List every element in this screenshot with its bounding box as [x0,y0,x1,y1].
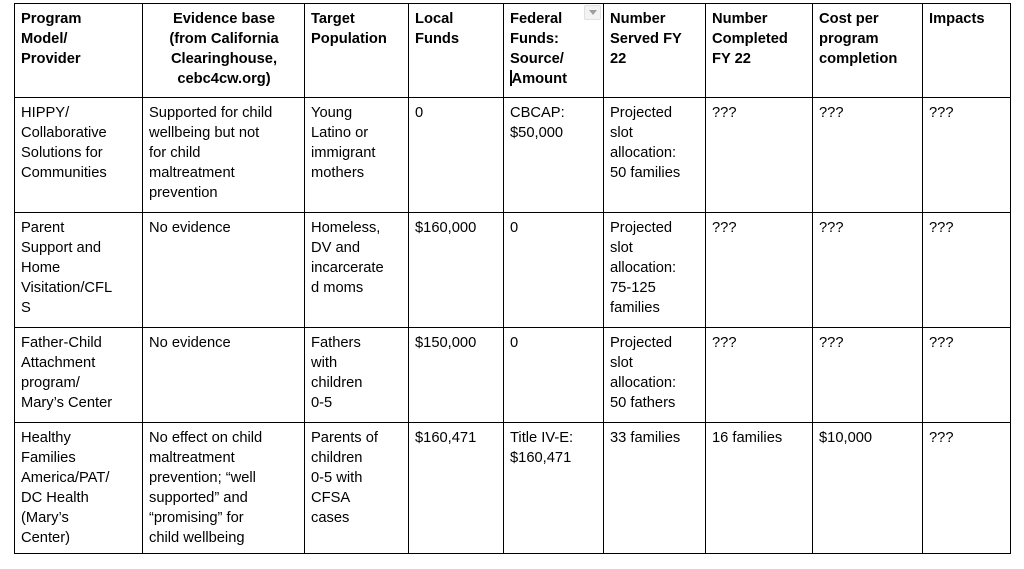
column-header-impacts[interactable]: Impacts [922,3,1011,98]
cell-evidence-base[interactable]: Supported for child wellbeing but not fo… [142,97,305,213]
text-cursor [510,70,512,86]
column-header-number-served[interactable]: Number Served FY 22 [603,3,706,98]
table-row-hippy: HIPPY/ Collaborative Solutions for Commu… [14,97,1011,213]
cell-local-funds[interactable]: $160,000 [408,212,504,328]
cell-target-population[interactable]: Homeless, DV and incarcerate d moms [304,212,409,328]
column-header-local-funds[interactable]: Local Funds [408,3,504,98]
table-row-father-child: Father-Child Attachment program/ Mary’s … [14,327,1011,423]
cell-local-funds[interactable]: $160,471 [408,422,504,554]
cell-target-population[interactable]: Parents of children 0-5 with CFSA cases [304,422,409,554]
cell-target-population[interactable]: Fathers with children 0-5 [304,327,409,423]
cell-impacts[interactable]: ??? [922,422,1011,554]
cell-number-served[interactable]: 33 families [603,422,706,554]
cell-federal-funds[interactable]: 0 [503,212,604,328]
cell-program-provider[interactable]: Healthy Families America/PAT/ DC Health … [14,422,143,554]
cell-evidence-base[interactable]: No evidence [142,212,305,328]
cell-number-served[interactable]: Projected slot allocation: 50 families [603,97,706,213]
column-header-program-model[interactable]: Program Model/ Provider [14,3,143,98]
cell-program-provider[interactable]: HIPPY/ Collaborative Solutions for Commu… [14,97,143,213]
cell-local-funds[interactable]: 0 [408,97,504,213]
cell-evidence-base[interactable]: No evidence [142,327,305,423]
cell-federal-funds[interactable]: Title IV-E: $160,471 [503,422,604,554]
cell-program-provider[interactable]: Father-Child Attachment program/ Mary’s … [14,327,143,423]
cell-number-completed[interactable]: ??? [705,327,813,423]
cell-target-population[interactable]: Young Latino or immigrant mothers [304,97,409,213]
table-row-healthy-families: Healthy Families America/PAT/ DC Health … [14,422,1011,554]
cell-cost-per-completion[interactable]: ??? [812,212,923,328]
table-row-parent-support: Parent Support and Home Visitation/CFL S… [14,212,1011,328]
column-header-number-completed[interactable]: Number Completed FY 22 [705,3,813,98]
chevron-down-icon[interactable] [584,5,601,20]
cell-impacts[interactable]: ??? [922,97,1011,213]
cell-federal-funds[interactable]: CBCAP: $50,000 [503,97,604,213]
header-text-after-cursor: Amount [511,71,567,87]
cell-program-provider[interactable]: Parent Support and Home Visitation/CFL S [14,212,143,328]
header-text-before-cursor: Federal Funds: Source/ [510,11,564,67]
cell-cost-per-completion[interactable]: ??? [812,327,923,423]
cell-number-completed[interactable]: ??? [705,97,813,213]
cell-impacts[interactable]: ??? [922,212,1011,328]
cell-local-funds[interactable]: $150,000 [408,327,504,423]
cell-number-completed[interactable]: ??? [705,212,813,328]
cell-number-served[interactable]: Projected slot allocation: 75-125 famili… [603,212,706,328]
column-header-evidence-base[interactable]: Evidence base (from California Clearingh… [142,3,305,98]
column-header-cost-per-completion[interactable]: Cost per program completion [812,3,923,98]
cell-impacts[interactable]: ??? [922,327,1011,423]
table-header-row: Program Model/ Provider Evidence base (f… [14,3,1011,98]
chevron-down-glyph [588,10,597,15]
cell-federal-funds[interactable]: 0 [503,327,604,423]
cell-number-served[interactable]: Projected slot allocation: 50 fathers [603,327,706,423]
cell-evidence-base[interactable]: No effect on child maltreatment preventi… [142,422,305,554]
cell-cost-per-completion[interactable]: $10,000 [812,422,923,554]
cell-cost-per-completion[interactable]: ??? [812,97,923,213]
column-header-federal-funds[interactable]: Federal Funds: Source/ Amount [503,3,604,98]
program-funding-table: Program Model/ Provider Evidence base (f… [14,3,1011,554]
cell-number-completed[interactable]: 16 families [705,422,813,554]
column-header-target-population[interactable]: Target Population [304,3,409,98]
